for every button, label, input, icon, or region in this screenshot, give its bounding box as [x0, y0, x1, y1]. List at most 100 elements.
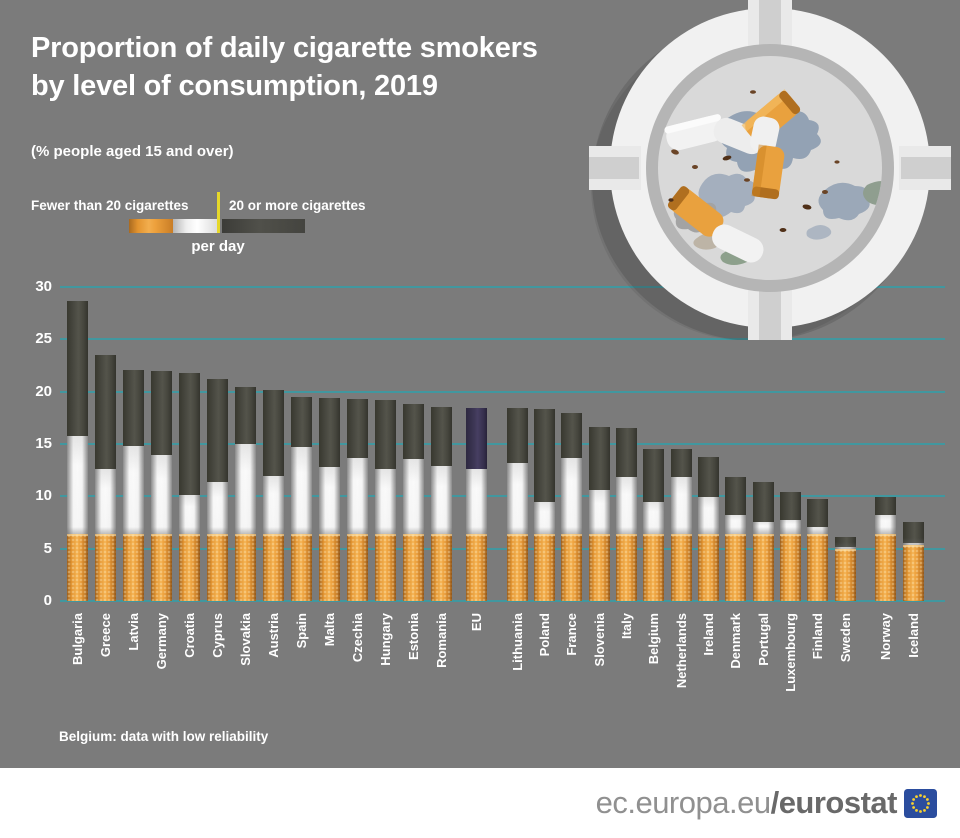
reliability-note: Belgium: data with low reliability [59, 729, 269, 744]
eurostat-wordmark: ec.europa.eu/eurostat [596, 768, 937, 838]
segment-fewer-than-20 [290, 447, 312, 534]
segment-filter [150, 533, 172, 601]
bar-hungary [374, 400, 396, 601]
bar-germany [150, 370, 172, 601]
bar-ireland [697, 456, 719, 601]
bar-france [561, 412, 583, 601]
bar-italy [615, 428, 637, 601]
segment-20-or-more [178, 372, 200, 496]
segment-filter [903, 545, 924, 601]
x-label-netherlands: Netherlands [673, 613, 689, 689]
segment-filter [697, 533, 719, 601]
x-label-france: France [564, 613, 580, 656]
gridline-10 [60, 495, 945, 498]
x-label-croatia: Croatia [181, 613, 197, 658]
bar-czechia [346, 398, 368, 601]
footer-brand-text: /eurostat [770, 785, 898, 820]
bar-finland [807, 499, 829, 601]
ashtray-notches [589, 0, 951, 340]
legend-cigarette-filter [129, 219, 173, 233]
x-label-poland: Poland [536, 613, 552, 657]
x-label-denmark: Denmark [728, 613, 744, 669]
y-tick-20: 20 [35, 382, 52, 400]
gridline-25 [60, 338, 945, 341]
segment-fewer-than-20 [875, 515, 896, 534]
y-tick-30: 30 [35, 277, 52, 295]
segment-fewer-than-20 [374, 469, 396, 534]
segment-fewer-than-20 [234, 443, 256, 534]
segment-filter [430, 534, 452, 601]
segment-fewer-than-20 [697, 497, 719, 534]
segment-filter [752, 533, 774, 601]
segment-fewer-than-20 [465, 469, 487, 534]
x-label-portugal: Portugal [755, 613, 771, 666]
gridline-15 [60, 442, 945, 445]
segment-filter [402, 534, 424, 601]
segment-20-or-more [66, 300, 88, 436]
bar-eu [465, 408, 487, 601]
bar-malta [318, 397, 340, 601]
bar-bulgaria [66, 300, 88, 601]
segment-fewer-than-20 [122, 446, 144, 534]
bar-luxembourg [780, 492, 801, 601]
legend-per-day: per day [191, 238, 245, 255]
cigarette-butts [664, 89, 801, 263]
segment-20-or-more [402, 404, 424, 459]
segment-fewer-than-20 [346, 457, 368, 535]
bar-poland [533, 409, 555, 601]
segment-filter [643, 533, 665, 601]
segment-fewer-than-20 [262, 476, 284, 534]
segment-fewer-than-20 [903, 538, 924, 546]
x-label-cyprus: Cyprus [209, 613, 225, 658]
x-label-malta: Malta [321, 613, 337, 647]
segment-20-or-more [465, 408, 487, 470]
segment-filter [262, 533, 284, 601]
segment-filter [66, 533, 88, 601]
segment-fewer-than-20 [402, 458, 424, 535]
gridline-0 [60, 600, 945, 602]
bar-croatia [178, 372, 200, 601]
segment-filter [122, 533, 144, 601]
segment-20-or-more [875, 497, 896, 516]
x-label-lithuania: Lithuania [509, 613, 525, 671]
segment-20-or-more [150, 370, 172, 456]
ash-specks [668, 90, 840, 232]
bar-netherlands [670, 449, 692, 601]
x-label-slovenia: Slovenia [591, 613, 607, 667]
bar-slovakia [234, 387, 256, 601]
y-tick-0: 0 [43, 592, 52, 609]
segment-fewer-than-20 [506, 462, 528, 535]
segment-20-or-more [533, 409, 555, 502]
segment-20-or-more [234, 387, 256, 444]
legend-divider-line [217, 192, 220, 233]
segment-filter [234, 533, 256, 601]
segment-fewer-than-20 [725, 515, 747, 534]
footer-bar: ec.europa.eu/eurostat [0, 768, 960, 838]
segment-20-or-more [374, 400, 396, 470]
legend-cigarette-dark [222, 219, 305, 233]
segment-fewer-than-20 [94, 469, 116, 534]
segment-20-or-more [780, 492, 801, 521]
segment-fewer-than-20 [615, 477, 637, 534]
segment-fewer-than-20 [150, 455, 172, 534]
x-label-luxembourg: Luxembourg [783, 613, 798, 692]
segment-20-or-more [752, 481, 774, 523]
bar-greece [94, 355, 116, 601]
x-label-latvia: Latvia [125, 613, 141, 651]
segment-filter [465, 534, 487, 601]
segment-20-or-more [262, 389, 284, 477]
segment-20-or-more [430, 407, 452, 466]
segment-fewer-than-20 [178, 495, 200, 534]
title-line-2: by level of consumption, 2019 [31, 69, 438, 102]
segment-20-or-more [122, 369, 144, 447]
segment-20-or-more [725, 477, 747, 516]
bar-estonia [402, 404, 424, 601]
x-label-iceland: Iceland [906, 613, 921, 658]
segment-20-or-more [206, 379, 228, 482]
gridline-20 [60, 390, 945, 393]
segment-20-or-more [561, 412, 583, 458]
segment-20-or-more [290, 396, 312, 448]
segment-20-or-more [615, 428, 637, 478]
bar-cyprus [206, 379, 228, 601]
bar-norway [875, 497, 896, 601]
